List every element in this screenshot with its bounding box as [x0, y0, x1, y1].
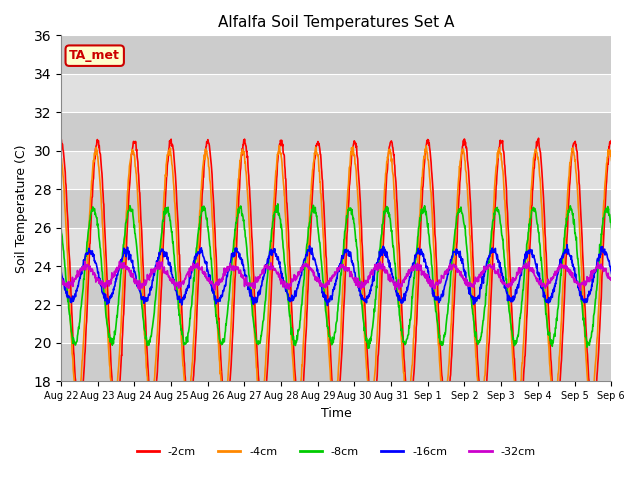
-2cm — [339, 319, 347, 324]
-2cm — [493, 168, 501, 173]
Line: -2cm: -2cm — [61, 138, 640, 415]
-4cm — [275, 143, 283, 149]
Bar — [61, 304, 611, 343]
-32cm — [57, 277, 65, 283]
-16cm — [637, 249, 640, 254]
X-axis label: Time: Time — [321, 407, 351, 420]
-4cm — [580, 306, 588, 312]
-8cm — [340, 246, 348, 252]
Line: -4cm: -4cm — [61, 146, 640, 405]
-8cm — [328, 334, 336, 340]
-32cm — [493, 270, 501, 276]
-32cm — [156, 258, 163, 264]
-32cm — [577, 287, 584, 293]
-32cm — [328, 275, 336, 281]
-16cm — [328, 293, 336, 299]
-8cm — [494, 209, 502, 215]
Bar — [61, 228, 611, 266]
-4cm — [328, 393, 336, 398]
Text: TA_met: TA_met — [69, 49, 120, 62]
-4cm — [149, 392, 157, 397]
Title: Alfalfa Soil Temperatures Set A: Alfalfa Soil Temperatures Set A — [218, 15, 454, 30]
-2cm — [580, 270, 588, 276]
Bar — [61, 74, 611, 112]
-8cm — [274, 201, 282, 207]
-2cm — [57, 136, 65, 142]
Legend: -2cm, -4cm, -8cm, -16cm, -32cm: -2cm, -4cm, -8cm, -16cm, -32cm — [132, 443, 540, 461]
-16cm — [324, 302, 332, 308]
-16cm — [563, 242, 571, 248]
-4cm — [494, 149, 502, 155]
-2cm — [637, 224, 640, 229]
-32cm — [149, 270, 157, 276]
-32cm — [637, 267, 640, 273]
-4cm — [440, 402, 448, 408]
-4cm — [637, 192, 640, 198]
Bar — [61, 266, 611, 304]
-8cm — [149, 322, 157, 327]
-32cm — [580, 280, 588, 286]
-4cm — [340, 272, 348, 278]
Y-axis label: Soil Temperature (C): Soil Temperature (C) — [15, 144, 28, 273]
Bar — [61, 151, 611, 189]
Bar — [61, 36, 611, 74]
-4cm — [57, 156, 65, 161]
Line: -16cm: -16cm — [61, 245, 640, 305]
Line: -32cm: -32cm — [61, 261, 640, 290]
Bar — [61, 189, 611, 228]
-2cm — [534, 135, 542, 141]
-16cm — [57, 268, 65, 274]
-2cm — [328, 379, 336, 385]
-16cm — [493, 252, 501, 257]
-2cm — [369, 412, 376, 418]
Bar — [61, 343, 611, 382]
-8cm — [637, 209, 640, 215]
-16cm — [340, 254, 348, 260]
-16cm — [580, 299, 588, 304]
Bar — [61, 112, 611, 151]
-16cm — [149, 278, 157, 284]
-8cm — [364, 345, 372, 351]
-8cm — [580, 315, 588, 321]
-2cm — [149, 411, 157, 417]
Line: -8cm: -8cm — [61, 204, 640, 348]
-32cm — [340, 266, 348, 272]
-8cm — [57, 224, 65, 229]
